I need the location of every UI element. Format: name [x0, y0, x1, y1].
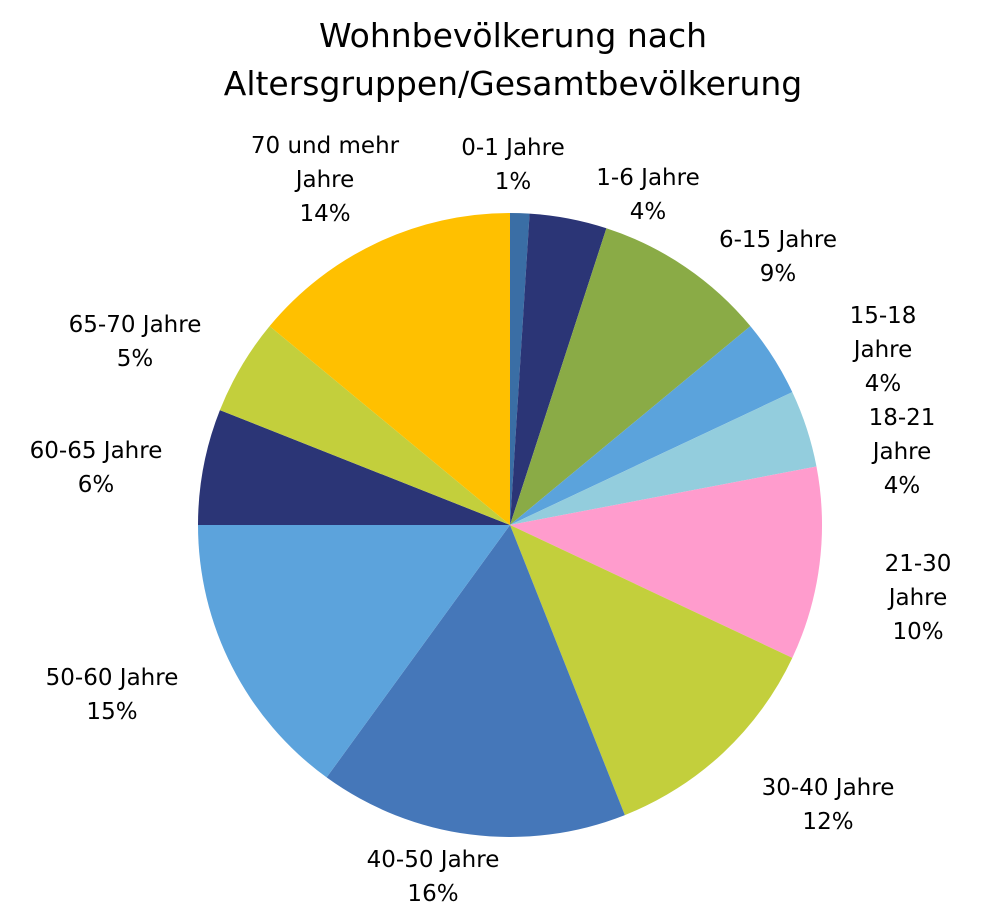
slice — [510, 228, 751, 525]
value-label: 12% — [802, 809, 854, 835]
slice — [326, 525, 625, 838]
slice — [198, 410, 510, 525]
slice — [510, 392, 817, 525]
category-label: 1-6 Jahre — [596, 165, 700, 191]
value-label: 6% — [77, 472, 115, 498]
category-label: 18-21 Jahre — [868, 405, 936, 465]
value-label: 4% — [864, 371, 902, 397]
chart-title: Wohnbevölkerung nach Altersgruppen/Gesam… — [223, 16, 803, 103]
slice-label: 18-21 Jahre 4% — [850, 401, 954, 503]
slice-label: 0-1 Jahre 1% — [461, 131, 564, 199]
slice-label: 1-6 Jahre 4% — [596, 161, 699, 229]
category-label: 60-65 Jahre — [29, 438, 163, 464]
value-label: 9% — [759, 261, 797, 287]
category-label: 40-50 Jahre — [366, 847, 500, 873]
value-label: 4% — [629, 199, 667, 225]
value-label: 16% — [407, 881, 459, 907]
slice-label: 40-50 Jahre 16% — [367, 843, 500, 911]
category-label: 50-60 Jahre — [45, 665, 179, 691]
slice — [510, 525, 793, 816]
slice-label: 70 und mehr Jahre 14% — [230, 129, 420, 231]
category-label: 30-40 Jahre — [761, 775, 895, 801]
slice — [510, 213, 530, 525]
slice — [198, 525, 510, 778]
slice — [510, 466, 823, 658]
slice-label: 15-18 Jahre 4% — [822, 299, 945, 401]
category-label: 15-18 Jahre — [849, 303, 917, 363]
slice-label: 65-70 Jahre 5% — [69, 308, 202, 376]
slice-label: 60-65 Jahre 6% — [30, 434, 163, 502]
slice-label: 50-60 Jahre 15% — [46, 661, 179, 729]
slice — [510, 213, 607, 525]
value-label: 14% — [299, 201, 351, 227]
category-label: 65-70 Jahre — [68, 312, 202, 338]
category-label: 6-15 Jahre — [718, 227, 838, 253]
category-label: 70 und mehr Jahre — [250, 133, 400, 193]
slice-label: 30-40 Jahre 12% — [762, 771, 895, 839]
slice — [510, 326, 793, 525]
slice — [269, 213, 510, 525]
slice — [219, 326, 510, 525]
value-label: 4% — [883, 473, 921, 499]
category-label: 0-1 Jahre — [461, 135, 565, 161]
value-label: 10% — [892, 619, 944, 645]
value-label: 15% — [86, 699, 138, 725]
slice-label: 6-15 Jahre 9% — [719, 223, 837, 291]
slice-label: 21-30 Jahre 10% — [874, 547, 962, 649]
category-label: 21-30 Jahre — [884, 551, 952, 611]
value-label: 1% — [494, 169, 532, 195]
value-label: 5% — [116, 346, 154, 372]
